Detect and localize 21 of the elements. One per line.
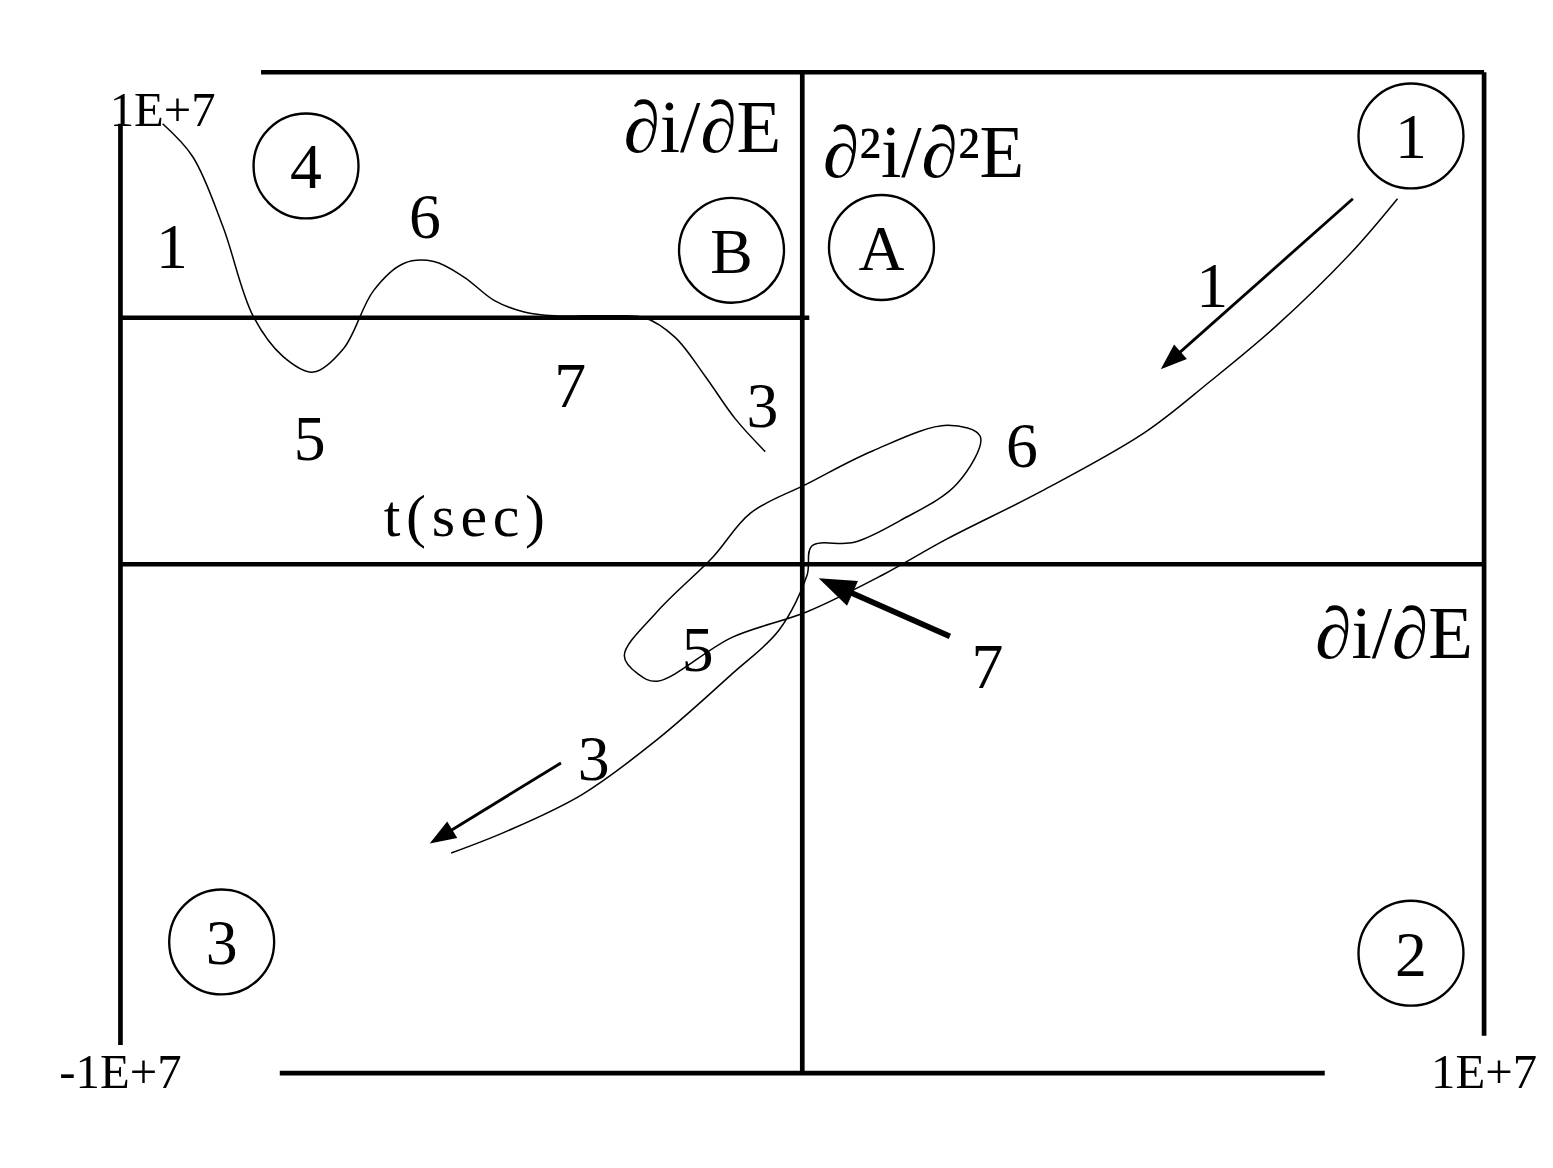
annotation: 1	[156, 211, 188, 283]
text: 3	[205, 907, 238, 979]
x-axis-title: t(sec)	[383, 483, 551, 550]
x-tick-label: -1E+7	[59, 1045, 182, 1100]
annotation: 1	[1196, 250, 1229, 322]
annotation: 3	[746, 370, 779, 442]
x-axis-title: ∂i/∂E	[1315, 592, 1473, 674]
text: 2	[1395, 918, 1427, 990]
annotation: 5	[293, 403, 326, 475]
annotation: 6	[1006, 409, 1038, 481]
annotation: A	[858, 212, 905, 284]
text: 1	[1395, 101, 1427, 173]
y-axis-title: ∂²i/∂²E	[822, 112, 1025, 194]
annotation: 4	[290, 131, 322, 203]
annotation: 1E+7	[109, 82, 216, 137]
annotation: 3	[577, 722, 610, 794]
annotation: 6	[409, 181, 441, 253]
annotation: 7	[971, 630, 1004, 702]
annotation: B	[710, 215, 753, 287]
y-axis-title: ∂i/∂E	[623, 86, 782, 168]
annotation: 7	[554, 349, 587, 421]
